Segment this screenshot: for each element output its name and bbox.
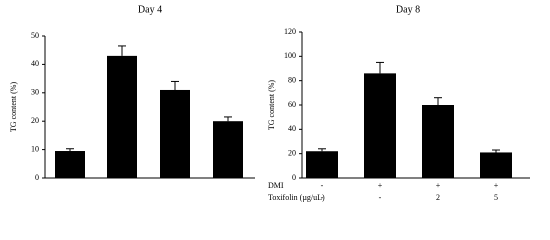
table-cell: -: [379, 193, 382, 202]
y-tick-label: 120: [284, 27, 296, 36]
y-tick-label: 100: [284, 51, 296, 60]
table-cell: +: [436, 181, 441, 190]
y-tick-label: 30: [31, 88, 39, 97]
y-tick-label: 60: [288, 100, 296, 109]
y-tick-label: 10: [31, 144, 39, 153]
y-tick-label: 50: [31, 31, 39, 40]
y-tick-label: 0: [35, 173, 39, 182]
table-cell: 5: [494, 193, 498, 202]
bar: [364, 73, 396, 178]
table-row-label: DMI: [268, 181, 284, 190]
y-tick-label: 40: [288, 124, 296, 133]
y-tick-label: 40: [31, 59, 39, 68]
table-row-label: Toxifolin (µg/uL): [268, 193, 325, 202]
y-tick-label: 80: [288, 75, 296, 84]
y-axis-label: TG content (%): [267, 80, 276, 131]
bar: [213, 121, 243, 178]
bar: [160, 89, 190, 178]
table-cell: +: [494, 181, 499, 190]
table-cell: +: [378, 181, 383, 190]
bar: [55, 151, 85, 178]
y-tick-label: 20: [31, 116, 39, 125]
y-tick-label: 20: [288, 148, 296, 157]
table-cell: -: [321, 193, 324, 202]
table-cell: -: [321, 181, 324, 190]
bar: [422, 105, 454, 178]
y-axis-label: TG content (%): [9, 82, 18, 133]
chart-title: Day 4: [138, 4, 162, 15]
table-cell: 2: [436, 193, 440, 202]
bar: [306, 151, 338, 178]
bar: [107, 55, 137, 178]
chart-title: Day 8: [396, 4, 420, 15]
y-tick-label: 0: [292, 173, 296, 182]
bar: [480, 152, 512, 178]
